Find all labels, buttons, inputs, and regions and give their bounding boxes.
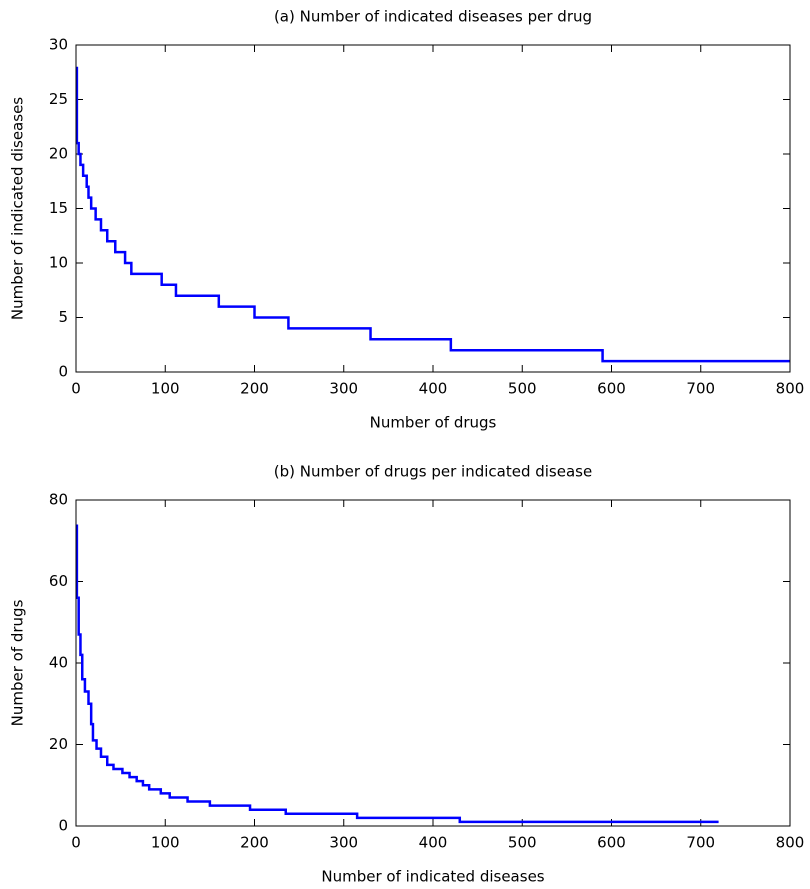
- x-axis-label: Number of drugs: [370, 414, 497, 432]
- y-tick-label: 25: [49, 90, 68, 108]
- x-tick-label: 800: [776, 380, 805, 398]
- chart-title: (a) Number of indicated diseases per dru…: [274, 8, 592, 26]
- x-tick-label: 400: [419, 834, 448, 852]
- y-axis-label: Number of drugs: [9, 599, 27, 726]
- plot-frame: [75, 499, 791, 827]
- plot-frame: [75, 44, 791, 373]
- x-tick-label: 0: [71, 380, 81, 398]
- x-tick-label: 200: [240, 380, 269, 398]
- y-tick-label: 0: [58, 363, 68, 381]
- x-tick-label: 100: [151, 380, 180, 398]
- y-axis-label: Number of indicated diseases: [9, 97, 27, 320]
- x-tick-label: 600: [597, 834, 626, 852]
- x-tick-label: 300: [329, 380, 358, 398]
- x-tick-label: 800: [776, 834, 805, 852]
- x-tick-label: 700: [686, 380, 715, 398]
- data-line: [75, 524, 719, 824]
- y-tick-label: 10: [49, 254, 68, 272]
- x-tick-label: 0: [71, 834, 81, 852]
- x-axis-label: Number of indicated diseases: [321, 868, 544, 886]
- y-tick-label: 20: [49, 735, 68, 753]
- y-tick-label: 15: [49, 199, 68, 217]
- x-tick-label: 400: [419, 380, 448, 398]
- x-tick-label: 700: [686, 834, 715, 852]
- x-tick-label: 500: [508, 380, 537, 398]
- x-tick-label: 300: [329, 834, 358, 852]
- y-tick-label: 60: [49, 572, 68, 590]
- y-tick-label: 0: [58, 817, 68, 835]
- x-tick-label: 600: [597, 380, 626, 398]
- y-tick-label: 20: [49, 145, 68, 163]
- data-line: [75, 66, 790, 363]
- x-tick-label: 500: [508, 834, 537, 852]
- y-tick-label: 30: [49, 36, 68, 54]
- x-tick-label: 200: [240, 834, 269, 852]
- x-tick-label: 100: [151, 834, 180, 852]
- y-tick-label: 80: [49, 491, 68, 509]
- y-tick-label: 5: [58, 308, 68, 326]
- y-tick-label: 40: [49, 654, 68, 672]
- chart-title: (b) Number of drugs per indicated diseas…: [274, 463, 592, 481]
